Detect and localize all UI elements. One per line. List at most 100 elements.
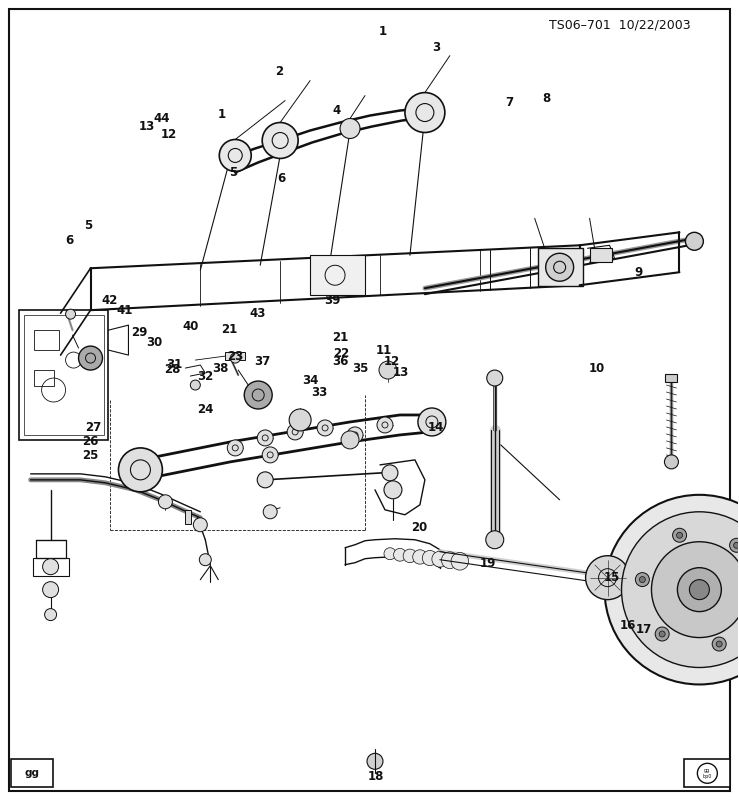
Circle shape xyxy=(262,447,278,463)
Text: 25: 25 xyxy=(83,450,99,462)
Circle shape xyxy=(377,417,393,433)
Text: 28: 28 xyxy=(163,363,180,376)
Text: 38: 38 xyxy=(212,362,228,374)
Circle shape xyxy=(659,631,665,637)
Circle shape xyxy=(66,309,75,319)
Text: 1: 1 xyxy=(218,108,226,121)
Circle shape xyxy=(712,637,726,651)
Text: 15: 15 xyxy=(603,570,619,584)
Circle shape xyxy=(486,530,504,549)
Bar xyxy=(34,370,54,386)
Text: 24: 24 xyxy=(197,403,214,416)
Text: 13: 13 xyxy=(392,366,409,378)
Bar xyxy=(10,759,52,787)
Text: 4: 4 xyxy=(333,105,341,118)
Text: 9: 9 xyxy=(635,266,643,278)
Circle shape xyxy=(672,528,687,542)
Circle shape xyxy=(287,424,303,440)
Text: 12: 12 xyxy=(161,128,177,142)
Circle shape xyxy=(605,495,739,685)
Text: 31: 31 xyxy=(166,358,182,370)
Text: 39: 39 xyxy=(324,294,341,306)
Bar xyxy=(18,310,109,440)
Bar xyxy=(185,510,191,524)
Circle shape xyxy=(652,542,739,638)
Text: gg
bp0: gg bp0 xyxy=(703,768,712,778)
Bar xyxy=(590,248,612,262)
Circle shape xyxy=(716,641,722,647)
Text: gg: gg xyxy=(24,768,39,778)
Text: 35: 35 xyxy=(353,362,369,374)
Circle shape xyxy=(664,455,678,469)
Circle shape xyxy=(418,408,446,436)
Circle shape xyxy=(257,472,273,488)
Text: 21: 21 xyxy=(332,331,348,344)
Text: 7: 7 xyxy=(505,97,514,110)
Text: 23: 23 xyxy=(227,350,243,362)
Text: 17: 17 xyxy=(636,623,652,637)
Text: 22: 22 xyxy=(333,347,350,360)
Text: 27: 27 xyxy=(85,422,101,434)
Circle shape xyxy=(228,440,243,456)
Circle shape xyxy=(257,430,273,446)
Circle shape xyxy=(685,232,704,250)
Bar xyxy=(225,352,245,360)
Text: 1: 1 xyxy=(378,25,386,38)
Circle shape xyxy=(43,582,58,598)
Circle shape xyxy=(405,93,445,133)
Circle shape xyxy=(219,139,251,171)
Text: 42: 42 xyxy=(102,294,118,306)
Bar xyxy=(538,248,582,286)
Text: 5: 5 xyxy=(84,219,92,233)
Circle shape xyxy=(317,420,333,436)
Text: 19: 19 xyxy=(480,557,496,570)
Circle shape xyxy=(585,556,630,600)
Text: 44: 44 xyxy=(153,113,170,126)
Circle shape xyxy=(384,481,402,499)
Text: 3: 3 xyxy=(432,41,440,54)
Circle shape xyxy=(441,552,458,569)
Text: 26: 26 xyxy=(83,435,99,448)
Circle shape xyxy=(689,580,709,600)
Circle shape xyxy=(678,568,721,612)
Text: 43: 43 xyxy=(249,307,265,320)
Circle shape xyxy=(43,558,58,574)
Text: 29: 29 xyxy=(132,326,148,338)
Circle shape xyxy=(244,381,272,409)
Circle shape xyxy=(734,542,739,548)
Circle shape xyxy=(289,409,311,431)
Circle shape xyxy=(432,551,448,567)
Text: 6: 6 xyxy=(277,171,285,185)
Text: 32: 32 xyxy=(197,370,214,382)
Circle shape xyxy=(367,754,383,770)
Circle shape xyxy=(698,763,718,783)
Circle shape xyxy=(382,465,398,481)
Text: 36: 36 xyxy=(332,355,348,368)
Text: 37: 37 xyxy=(254,355,270,368)
Text: 20: 20 xyxy=(412,522,428,534)
Circle shape xyxy=(379,361,397,379)
Bar xyxy=(684,759,730,787)
Text: 5: 5 xyxy=(229,166,237,179)
Circle shape xyxy=(487,370,503,386)
Circle shape xyxy=(639,577,645,582)
Text: 11: 11 xyxy=(376,344,392,357)
Circle shape xyxy=(621,512,739,667)
Text: 34: 34 xyxy=(302,374,319,386)
Circle shape xyxy=(451,553,469,570)
Circle shape xyxy=(341,431,359,449)
Bar xyxy=(310,255,365,295)
Circle shape xyxy=(200,554,211,566)
Text: 30: 30 xyxy=(146,336,163,349)
Circle shape xyxy=(677,532,683,538)
Circle shape xyxy=(191,380,200,390)
Circle shape xyxy=(545,254,573,282)
Bar xyxy=(34,330,58,350)
Circle shape xyxy=(194,518,208,532)
Circle shape xyxy=(158,495,172,509)
Circle shape xyxy=(422,550,437,566)
Circle shape xyxy=(384,548,396,560)
Circle shape xyxy=(412,550,427,564)
Circle shape xyxy=(78,346,103,370)
Text: TS06–701  10/22/2003: TS06–701 10/22/2003 xyxy=(548,18,690,32)
